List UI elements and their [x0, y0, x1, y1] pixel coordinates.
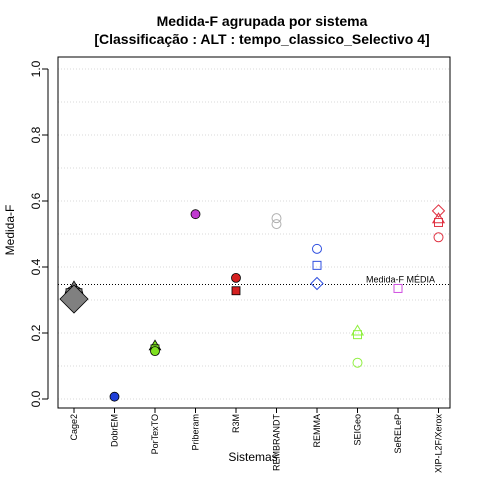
point-portexto-circle — [150, 346, 160, 357]
point-cage2-diamond — [59, 284, 89, 314]
y-tick-label: 0.4 — [29, 258, 43, 275]
point-dobrem-circle — [109, 391, 120, 402]
x-tick-label: DobrEM — [110, 414, 120, 447]
x-tick-label: PorTexTO — [150, 414, 160, 454]
y-axis-label: Medida-F — [3, 205, 17, 256]
point-xip-l2f-xerox-square — [434, 217, 443, 227]
x-tick-label: SeRELeP — [393, 414, 403, 454]
chart-subtitle: [Classificação : ALT : tempo_classico_Se… — [94, 31, 429, 47]
y-tick-label: 0.0 — [29, 390, 43, 407]
y-tick-label: 0.2 — [29, 324, 43, 341]
point-rembrandt-circle — [271, 213, 282, 224]
y-axis: 0.0 0.2 0.4 0.6 0.8 1.0 — [29, 60, 49, 407]
point-remma-circle — [312, 243, 322, 254]
reference-line-label: Medida-F MÉDIA — [366, 274, 435, 284]
point-remma-diamond — [310, 276, 324, 291]
x-tick-label: XIP-L2F/Xerox — [434, 414, 444, 474]
point-seigeo-circle — [352, 357, 363, 368]
x-tick-label: REMMA — [312, 414, 322, 448]
x-tick-label: Cage2 — [69, 414, 79, 441]
x-tick-label: SEIGeo — [353, 414, 363, 446]
x-tick-label: R3M — [231, 414, 241, 433]
point-xip-l2f-xerox-circle — [433, 232, 444, 243]
x-tick-label: REMBRANDT — [272, 414, 282, 472]
plot-frame — [57, 56, 451, 409]
x-axis-label: Sistemas — [228, 450, 277, 464]
point-seigeo-square — [353, 330, 362, 340]
point-remma-square — [312, 260, 322, 270]
x-tick-label: Priberam — [191, 414, 201, 451]
reference-line: Medida-F MÉDIA — [58, 274, 450, 285]
point-r3m-circle — [231, 272, 241, 283]
point-rembrandt-circle — [271, 219, 282, 230]
chart-title: Medida-F agrupada por sistema — [157, 13, 368, 29]
grid-lines — [58, 68, 450, 400]
data-points — [59, 204, 446, 402]
x-axis: Cage2 DobrEM PorTexTO Priberam R3M REMBRANDT R… — [69, 407, 444, 474]
y-tick-label: 0.6 — [29, 192, 43, 209]
y-tick-label: 0.8 — [29, 126, 43, 143]
point-r3m-square — [231, 286, 241, 296]
point-priberam-circle — [190, 209, 201, 220]
y-tick-label: 1.0 — [29, 60, 43, 77]
point-xip-l2f-xerox-diamond — [431, 204, 446, 218]
point-serelep-square — [393, 283, 403, 293]
